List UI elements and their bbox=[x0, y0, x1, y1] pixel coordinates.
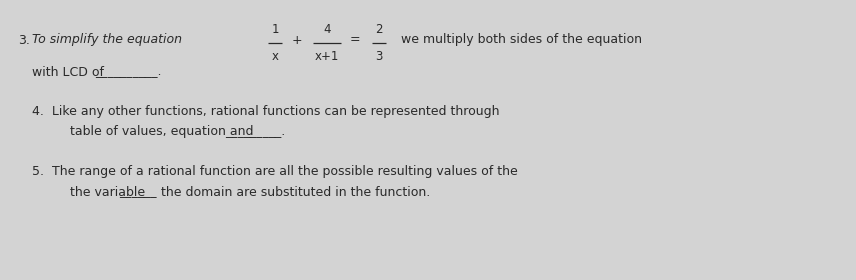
Text: we multiply both sides of the equation: we multiply both sides of the equation bbox=[401, 34, 642, 46]
Text: x: x bbox=[271, 50, 278, 63]
Text: the domain are substituted in the function.: the domain are substituted in the functi… bbox=[161, 186, 431, 199]
Text: _________.: _________. bbox=[225, 125, 285, 139]
Text: +: + bbox=[292, 34, 302, 46]
Text: x+1: x+1 bbox=[315, 50, 339, 63]
Text: 2: 2 bbox=[375, 23, 383, 36]
Text: 4: 4 bbox=[324, 23, 330, 36]
Text: 4.  Like any other functions, rational functions can be represented through: 4. Like any other functions, rational fu… bbox=[32, 106, 500, 118]
Text: the variable: the variable bbox=[50, 186, 146, 199]
Text: 1: 1 bbox=[271, 23, 279, 36]
Text: 3.: 3. bbox=[18, 34, 30, 46]
Text: __________.: __________. bbox=[95, 66, 162, 78]
Text: table of values, equation and: table of values, equation and bbox=[50, 125, 253, 139]
Text: ______: ______ bbox=[119, 186, 157, 199]
Text: =: = bbox=[350, 34, 360, 46]
Text: 3: 3 bbox=[375, 50, 383, 63]
Text: 5.  The range of a rational function are all the possible resulting values of th: 5. The range of a rational function are … bbox=[32, 165, 518, 179]
Text: To simplify the equation: To simplify the equation bbox=[32, 34, 182, 46]
Text: with LCD of: with LCD of bbox=[32, 66, 104, 78]
